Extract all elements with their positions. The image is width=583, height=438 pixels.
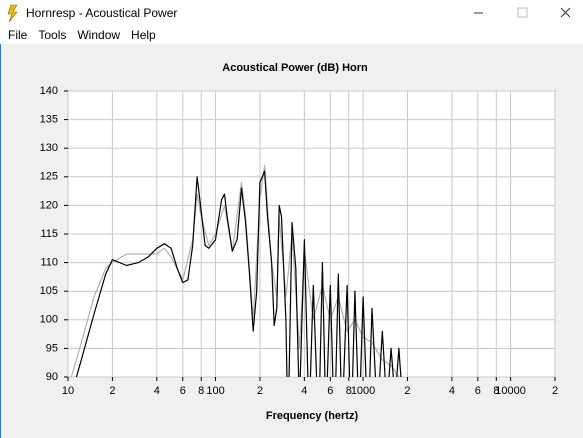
y-tick-label: 90 (46, 371, 58, 383)
chart-title: Acoustical Power (dB) Horn (222, 62, 368, 74)
maximize[interactable] (517, 7, 528, 18)
window-title: Hornresp - Acoustical Power (26, 6, 178, 20)
x-tick-label: 2 (552, 385, 558, 397)
y-tick-label: 110 (40, 257, 58, 269)
x-tick-label: 4 (449, 385, 455, 397)
x-tick-label: 2 (109, 385, 115, 397)
menu-bar: File Tools Window Help (0, 26, 583, 44)
y-tick-label: 140 (40, 85, 58, 97)
y-tick-label: 95 (46, 342, 58, 354)
x-axis-label: Frequency (hertz) (266, 410, 359, 422)
x-tick-label: 10 (62, 385, 74, 397)
x-tick-label: 8 (198, 385, 204, 397)
y-tick-label: 105 (40, 285, 58, 297)
x-tick-label: 1000 (351, 385, 375, 397)
x-tick-label: 6 (180, 385, 186, 397)
close[interactable] (560, 7, 571, 18)
y-tick-label: 115 (40, 228, 58, 240)
title-bar: Hornresp - Acoustical Power (0, 0, 583, 26)
y-tick-label: 100 (40, 314, 58, 326)
x-tick-label: 100 (206, 385, 224, 397)
menu-item[interactable]: File (8, 28, 28, 42)
x-tick-label: 4 (301, 385, 307, 397)
series-group (70, 164, 402, 377)
x-tick-label: 6 (475, 385, 481, 397)
x-tick-label: 8 (493, 385, 499, 397)
x-tick-label: 4 (154, 385, 160, 397)
menu-item[interactable]: Help (131, 28, 156, 42)
x-tick-label: 2 (404, 385, 410, 397)
x-tick-label: 6 (327, 385, 333, 397)
title-icons (7, 4, 571, 23)
y-tick-label: 135 (40, 114, 58, 126)
x-tick-label: 10000 (495, 385, 526, 397)
x-tick-label: 2 (257, 385, 263, 397)
x-tick-label: 8 (346, 385, 352, 397)
y-tick-label: 130 (40, 142, 58, 154)
series-line (75, 170, 402, 377)
menu-item[interactable]: Window (77, 28, 121, 42)
app-icon (7, 4, 18, 23)
menu-item[interactable]: Tools (38, 28, 67, 42)
y-tick-label: 120 (40, 199, 58, 211)
y-tick-label: 125 (40, 171, 58, 183)
chart: Acoustical Power (dB) Horn Frequency (he… (0, 44, 558, 438)
